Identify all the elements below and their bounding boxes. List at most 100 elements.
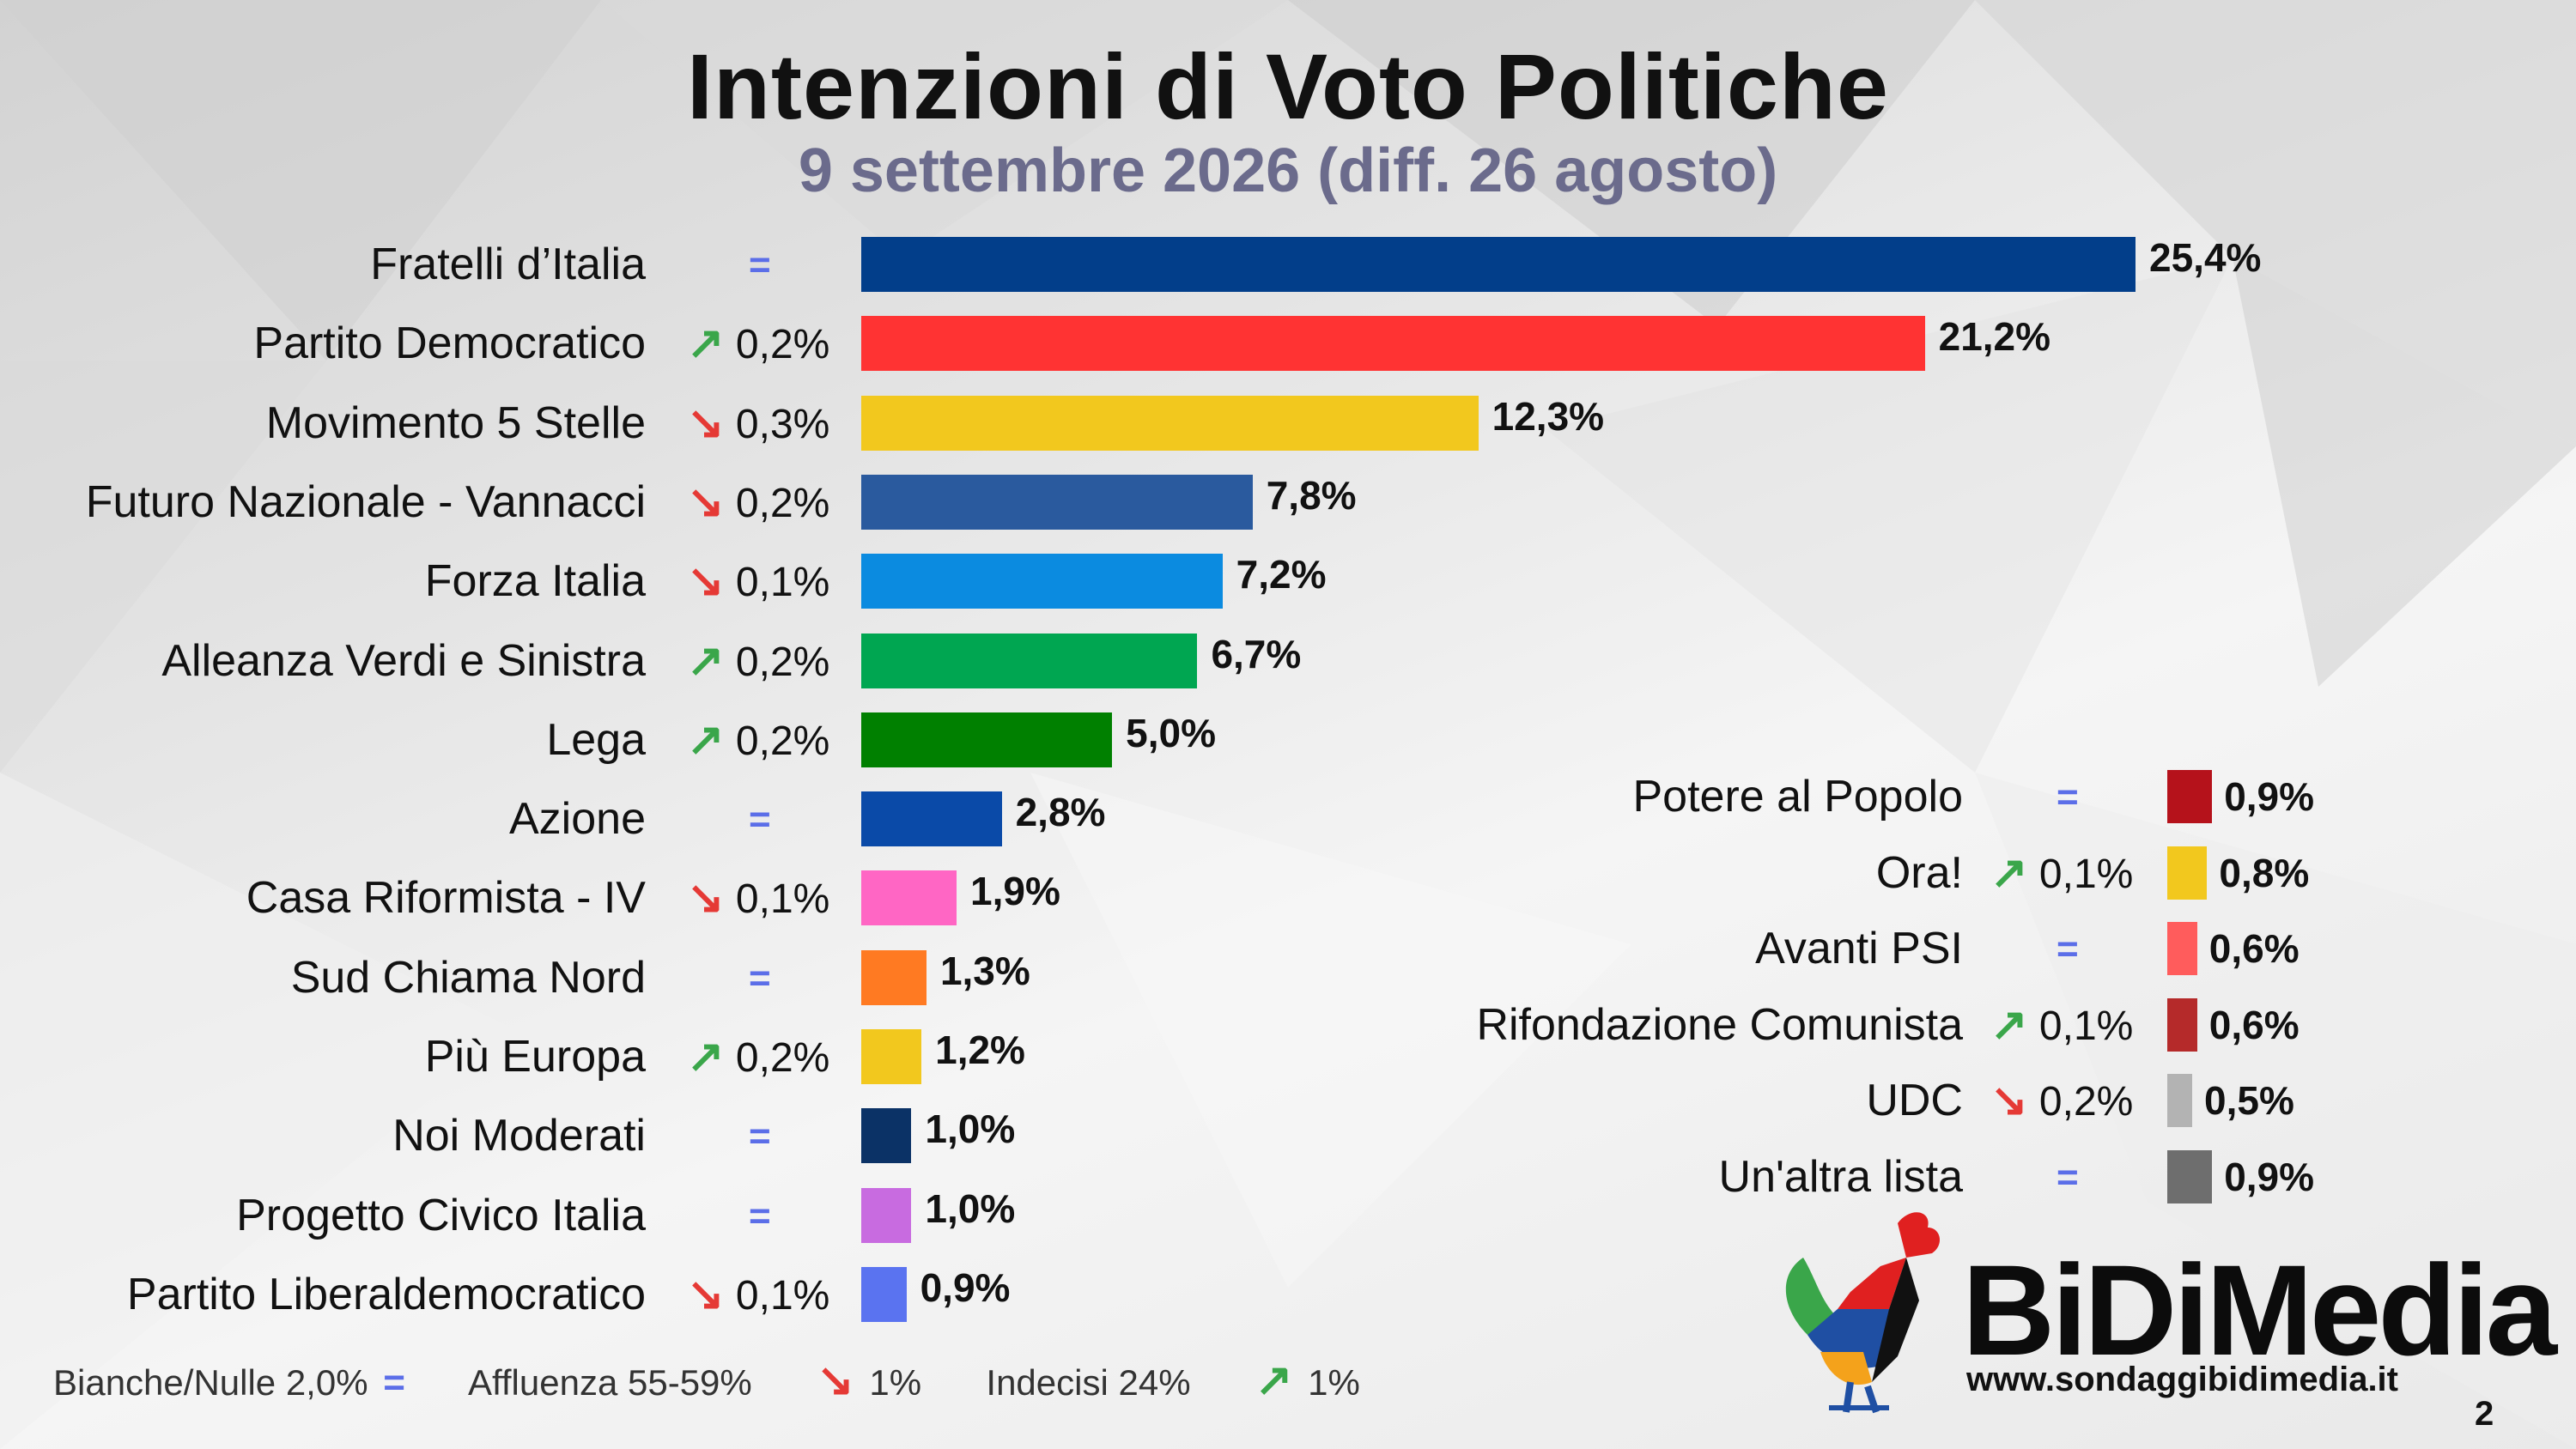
- value-label: 5,0%: [1126, 710, 1216, 755]
- bar-row: Forza Italia ↘ 0,1% 7,2%: [0, 542, 2576, 621]
- party-label: Movimento 5 Stelle: [265, 397, 646, 448]
- arrow-down-icon: ↘: [687, 556, 725, 607]
- minor-value-label: 0,9%: [2224, 774, 2315, 819]
- minor-bar: [2167, 922, 2197, 975]
- party-label: Sud Chiama Nord: [290, 952, 646, 1003]
- indecisi-change: 1%: [1308, 1362, 1360, 1403]
- party-label: Lega: [546, 714, 646, 765]
- value-label: 1,2%: [935, 1028, 1025, 1072]
- bar-row: Azione = 2,8%: [0, 779, 2576, 858]
- minor-bar: [2167, 1074, 2192, 1127]
- minor-value-label: 0,6%: [2208, 926, 2300, 971]
- minor-party-label: Potere al Popolo: [1632, 772, 1964, 822]
- rooster-logo-icon: [1785, 1212, 1941, 1414]
- party-label: Noi Moderati: [392, 1111, 646, 1161]
- party-label: Casa Riformista - IV: [246, 873, 646, 924]
- brand-logo-text: BiDiMedia: [1962, 1238, 2557, 1382]
- bar-row: Più Europa ↗ 0,2% 1,2%: [0, 1017, 2576, 1096]
- page-number: 2: [2475, 1395, 2494, 1433]
- minor-change-indicator: ↘ 0,2%: [1990, 1063, 2133, 1140]
- bar: [861, 1108, 912, 1164]
- bar: [861, 712, 1113, 767]
- change-value: 0,3%: [724, 401, 830, 447]
- party-label: Azione: [509, 794, 646, 845]
- bar-row: Movimento 5 Stelle ↘ 0,3% 12,3%: [0, 384, 2576, 463]
- change-indicator: =: [749, 225, 771, 305]
- change-indicator: ↘ 0,1%: [687, 542, 829, 622]
- affluenza-change: 1%: [869, 1362, 922, 1403]
- value-label: 1,0%: [925, 1185, 1016, 1231]
- value-label: 12,3%: [1492, 393, 1605, 439]
- minor-change-indicator: ↗ 0,1%: [1990, 835, 2133, 912]
- minor-value-label: 0,5%: [2204, 1078, 2294, 1123]
- bar: [861, 395, 1479, 451]
- bar-row: Partito Liberaldemocratico ↘ 0,1% 0,9%: [0, 1255, 2576, 1334]
- arrow-up-icon: ↗: [1990, 847, 2028, 898]
- bar-row: Casa Riformista - IV ↘ 0,1% 1,9%: [0, 858, 2576, 937]
- minor-change-value: 0,1%: [2027, 1003, 2134, 1049]
- change-indicator: ↘ 0,1%: [687, 1255, 829, 1336]
- minor-change-indicator: =: [2057, 1139, 2079, 1216]
- arrow-down-icon: ↘: [687, 1269, 725, 1319]
- change-indicator: ↘ 0,1%: [687, 858, 829, 939]
- equal-icon: =: [2057, 776, 2079, 818]
- arrow-down-icon: ↘: [817, 1355, 854, 1405]
- change-indicator: ↗ 0,2%: [687, 621, 829, 702]
- footer-stats: Bianche/Nulle 2,0% = Affluenza 55-59% ↘ …: [53, 1355, 1365, 1406]
- value-label: 1,0%: [925, 1106, 1016, 1152]
- change-value: 0,1%: [724, 560, 830, 606]
- bar: [861, 870, 957, 926]
- minor-party-label: Rifondazione Comunista: [1476, 999, 1963, 1050]
- bar-row: Noi Moderati = 1,0%: [0, 1096, 2576, 1175]
- value-label: 6,7%: [1211, 631, 1302, 676]
- bar-row: Progetto Civico Italia = 1,0%: [0, 1176, 2576, 1255]
- affluenza-label: Affluenza 55-59%: [467, 1362, 752, 1403]
- change-indicator: ↗ 0,2%: [687, 1017, 829, 1098]
- bar: [861, 237, 2136, 292]
- bar-row: Sud Chiama Nord = 1,3%: [0, 938, 2576, 1017]
- value-label: 2,8%: [1015, 790, 1106, 835]
- arrow-down-icon: ↘: [687, 397, 725, 448]
- equal-icon: =: [749, 244, 771, 286]
- minor-change-indicator: =: [2057, 759, 2079, 835]
- minor-party-label: Avanti PSI: [1755, 924, 1963, 973]
- change-indicator: ↘ 0,2%: [687, 463, 829, 543]
- equal-icon: =: [749, 956, 771, 999]
- bar-row: Alleanza Verdi e Sinistra ↗ 0,2% 6,7%: [0, 621, 2576, 700]
- equal-icon: =: [383, 1361, 405, 1404]
- arrow-down-icon: ↘: [687, 476, 725, 527]
- chart-subtitle: 9 settembre 2026 (diff. 26 agosto): [798, 136, 1778, 205]
- party-label: Partito Democratico: [253, 318, 646, 369]
- change-value: 0,2%: [724, 480, 830, 526]
- indecisi-label: Indecisi 24%: [986, 1362, 1191, 1403]
- change-indicator: ↘ 0,3%: [687, 384, 829, 464]
- party-label: Fratelli d’Italia: [370, 239, 646, 289]
- bar-row: Fratelli d’Italia = 25,4%: [0, 225, 2576, 304]
- arrow-up-icon: ↗: [687, 318, 725, 369]
- party-label: Progetto Civico Italia: [236, 1190, 646, 1240]
- arrow-down-icon: ↘: [1990, 1076, 2028, 1125]
- change-indicator: =: [749, 779, 771, 859]
- value-label: 1,9%: [970, 869, 1060, 914]
- change-value: 0,1%: [724, 1272, 830, 1319]
- arrow-down-icon: ↘: [687, 873, 725, 924]
- bar: [861, 474, 1253, 530]
- bar: [861, 316, 1925, 372]
- equal-icon: =: [749, 798, 771, 841]
- arrow-up-icon: ↗: [687, 714, 725, 765]
- minor-change-indicator: ↗ 0,1%: [1990, 987, 2133, 1064]
- value-label: 1,3%: [939, 948, 1030, 993]
- bar: [861, 1029, 922, 1084]
- value-label: 21,2%: [1938, 314, 2051, 360]
- chart-title: Intenzioni di Voto Politiche: [687, 34, 1889, 138]
- bar: [861, 1266, 907, 1322]
- change-indicator: =: [749, 1096, 771, 1176]
- bar: [861, 554, 1223, 609]
- value-label: 25,4%: [2149, 235, 2262, 280]
- minor-bar: [2167, 997, 2197, 1052]
- minor-party-label: Un'altra lista: [1718, 1151, 1963, 1202]
- party-label: Alleanza Verdi e Sinistra: [161, 635, 646, 686]
- change-indicator: =: [749, 1176, 771, 1256]
- minor-value-label: 0,9%: [2224, 1154, 2315, 1199]
